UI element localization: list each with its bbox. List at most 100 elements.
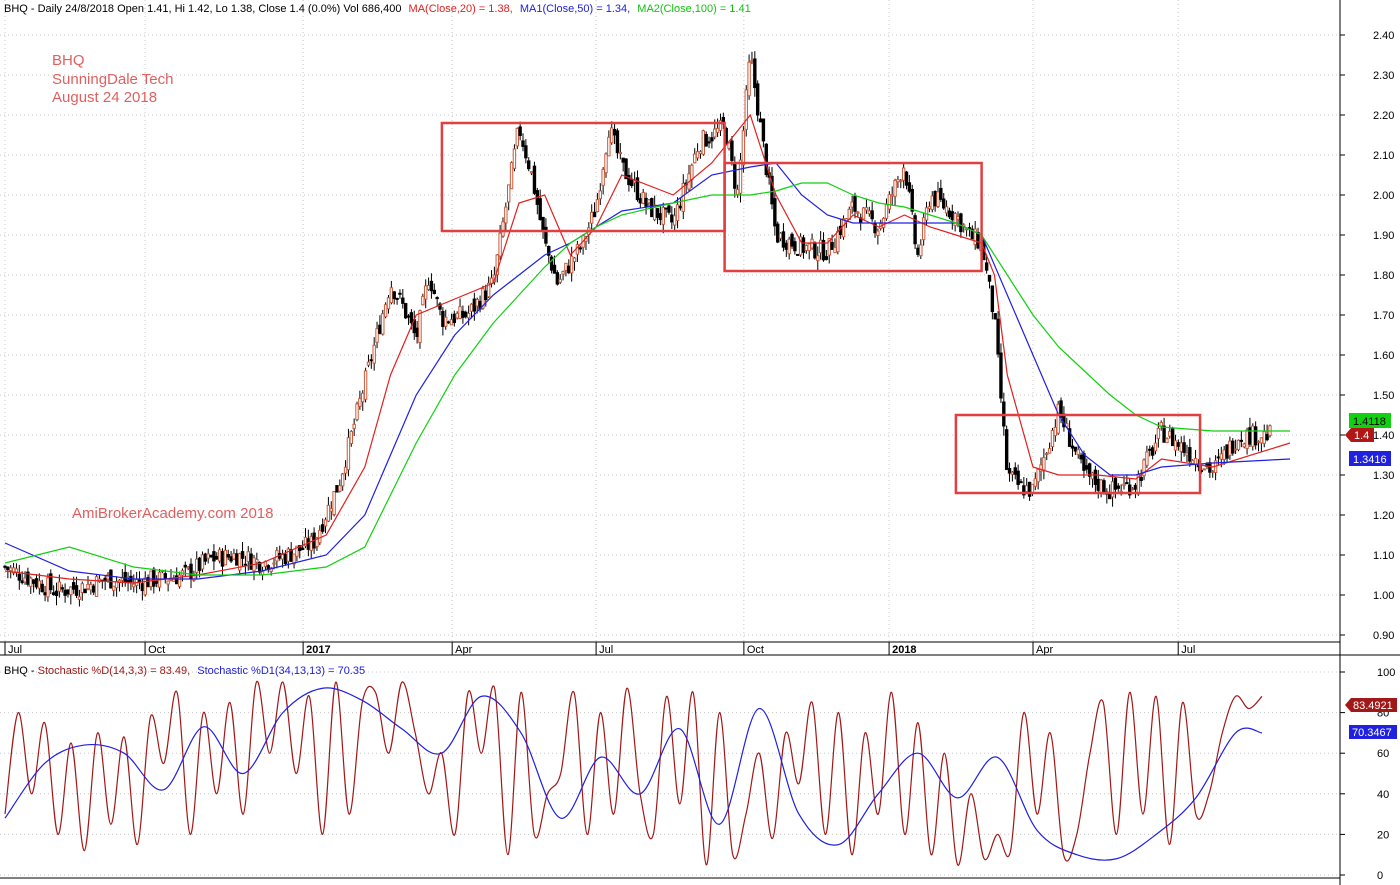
candle-body (515, 127, 519, 147)
candle-body (569, 255, 574, 274)
candle-body (1231, 440, 1235, 454)
candle-body (1253, 426, 1258, 446)
candle-body (764, 143, 768, 176)
candle-body (1248, 427, 1252, 445)
candle-body (624, 158, 628, 180)
candle-body (220, 551, 225, 567)
candle-body (441, 310, 445, 327)
candle-body (1236, 439, 1241, 451)
candle-body (547, 245, 551, 256)
candle-body (1168, 430, 1172, 437)
candle-body (707, 141, 711, 144)
ma100-value-tag: 1.4118 (1349, 413, 1391, 428)
ma100-line (4, 182, 1290, 576)
ma50-value-text: 1.3416 (1353, 454, 1387, 466)
close-value-tag: 1.4 (1345, 428, 1374, 442)
candle-body (120, 577, 125, 581)
candle-body (203, 553, 208, 562)
candle-body (1019, 481, 1023, 484)
candle-body (112, 585, 116, 591)
candle-body (1153, 442, 1158, 452)
price-x-tick-label: 2017 (306, 644, 330, 656)
price-x-tick-label: Jul (8, 644, 22, 656)
candle-body (9, 567, 13, 572)
candle-body (1013, 467, 1017, 475)
candle-body (1233, 448, 1238, 451)
candle-body (990, 285, 995, 313)
candle-body (192, 573, 196, 581)
candle-body (398, 292, 402, 295)
candle-body (60, 587, 64, 590)
candle-body (295, 545, 299, 557)
candle-body (455, 312, 459, 319)
price-y-tick-label: 1.60 (1373, 350, 1394, 362)
candle-body (658, 213, 663, 221)
candle-body (66, 589, 70, 595)
candle-body (498, 232, 502, 257)
candle-body (713, 128, 717, 138)
candle-body (1113, 477, 1118, 490)
candle-body (335, 485, 339, 493)
candle-body (630, 179, 634, 187)
price-panel: 2.40 2.30 2.20 2.10 2.00 1.90 1.80 1.70 1.60 1.50… (0, 0, 1400, 656)
candle-body (1145, 451, 1149, 466)
candle-body (444, 316, 448, 327)
candle-body (778, 232, 783, 239)
candle-body (893, 179, 897, 197)
candle-body (1228, 440, 1232, 456)
candle-body (1079, 454, 1083, 460)
candle-body (733, 163, 737, 189)
price-y-tick-label: 1.70 (1373, 310, 1394, 322)
candle-body (232, 553, 236, 560)
candle-body (63, 589, 67, 596)
candle-body (947, 210, 952, 218)
candle-body (403, 303, 408, 319)
candle-body (561, 271, 565, 275)
candle-body (1025, 485, 1029, 492)
candle-body (1090, 472, 1095, 480)
candle-body (601, 168, 605, 186)
candle-body (77, 596, 82, 601)
candle-body (1170, 428, 1175, 447)
candle-body (183, 564, 188, 568)
candle-body (1056, 403, 1060, 434)
candle-body (956, 216, 960, 220)
price-y-tick-label: 2.20 (1373, 110, 1394, 122)
candle-body (999, 352, 1003, 399)
candle-body (830, 241, 834, 250)
candle-body (664, 207, 668, 210)
candle-body (1190, 460, 1195, 464)
candle-body (369, 359, 374, 362)
candle-body (621, 157, 625, 163)
candle-body (873, 223, 877, 234)
candle-body (1045, 453, 1049, 456)
candle-body (381, 313, 385, 335)
candle-body (461, 310, 465, 318)
candle-body (40, 583, 44, 593)
candle-body (332, 491, 336, 516)
candle-body (755, 83, 760, 116)
candle-body (655, 208, 660, 218)
candle-body (243, 563, 248, 566)
candle-body (944, 206, 949, 214)
candle-body (255, 558, 259, 563)
candle-body (1256, 441, 1261, 444)
candle-body (1193, 457, 1198, 465)
candle-body (472, 298, 477, 312)
candle-body (1110, 481, 1115, 498)
candle-body (1125, 482, 1129, 485)
candle-body (612, 129, 617, 136)
candle-body (641, 192, 645, 204)
candle-body (1259, 437, 1264, 444)
candle-body (484, 290, 488, 301)
candle-body (466, 313, 471, 319)
candle-body (841, 218, 846, 238)
candle-body (824, 256, 829, 260)
candle-body (715, 127, 720, 133)
candle-body (418, 310, 422, 343)
candle-body (1165, 438, 1169, 444)
candle-body (1096, 478, 1100, 491)
price-boxes (440, 121, 1202, 495)
candle-body (939, 187, 943, 200)
